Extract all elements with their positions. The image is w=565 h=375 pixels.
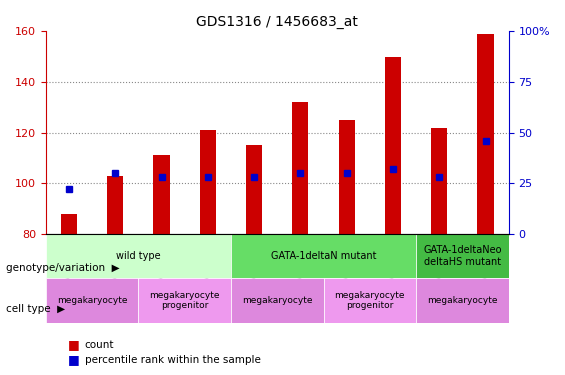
Text: genotype/variation  ▶: genotype/variation ▶ [6,263,119,273]
Text: megakaryocyte
progenitor: megakaryocyte progenitor [334,291,405,310]
Bar [338,120,355,234]
Text: wild type: wild type [116,251,160,261]
Bar [107,176,123,234]
Text: count: count [85,340,114,350]
Bar [154,156,170,234]
FancyBboxPatch shape [46,278,138,322]
Bar [246,146,262,234]
Text: ■: ■ [68,354,80,366]
FancyBboxPatch shape [231,278,324,322]
FancyBboxPatch shape [231,234,416,278]
Bar [292,102,308,234]
FancyBboxPatch shape [138,278,231,322]
FancyBboxPatch shape [416,278,508,322]
Bar [61,214,77,234]
Bar [431,128,447,234]
Text: ■: ■ [68,339,80,351]
Text: cell type  ▶: cell type ▶ [6,304,65,314]
Text: megakaryocyte: megakaryocyte [427,296,498,305]
Bar [385,57,401,234]
Text: GATA-1deltaN mutant: GATA-1deltaN mutant [271,251,376,261]
Text: GATA-1deltaNeo
deltaHS mutant: GATA-1deltaNeo deltaHS mutant [423,245,502,267]
FancyBboxPatch shape [324,278,416,322]
Text: megakaryocyte
progenitor: megakaryocyte progenitor [149,291,220,310]
Text: megakaryocyte: megakaryocyte [242,296,312,305]
Bar [200,130,216,234]
FancyBboxPatch shape [46,234,231,278]
Bar [477,34,494,234]
FancyBboxPatch shape [416,234,508,278]
Title: GDS1316 / 1456683_at: GDS1316 / 1456683_at [196,15,358,29]
Text: percentile rank within the sample: percentile rank within the sample [85,355,260,365]
Text: megakaryocyte: megakaryocyte [57,296,127,305]
